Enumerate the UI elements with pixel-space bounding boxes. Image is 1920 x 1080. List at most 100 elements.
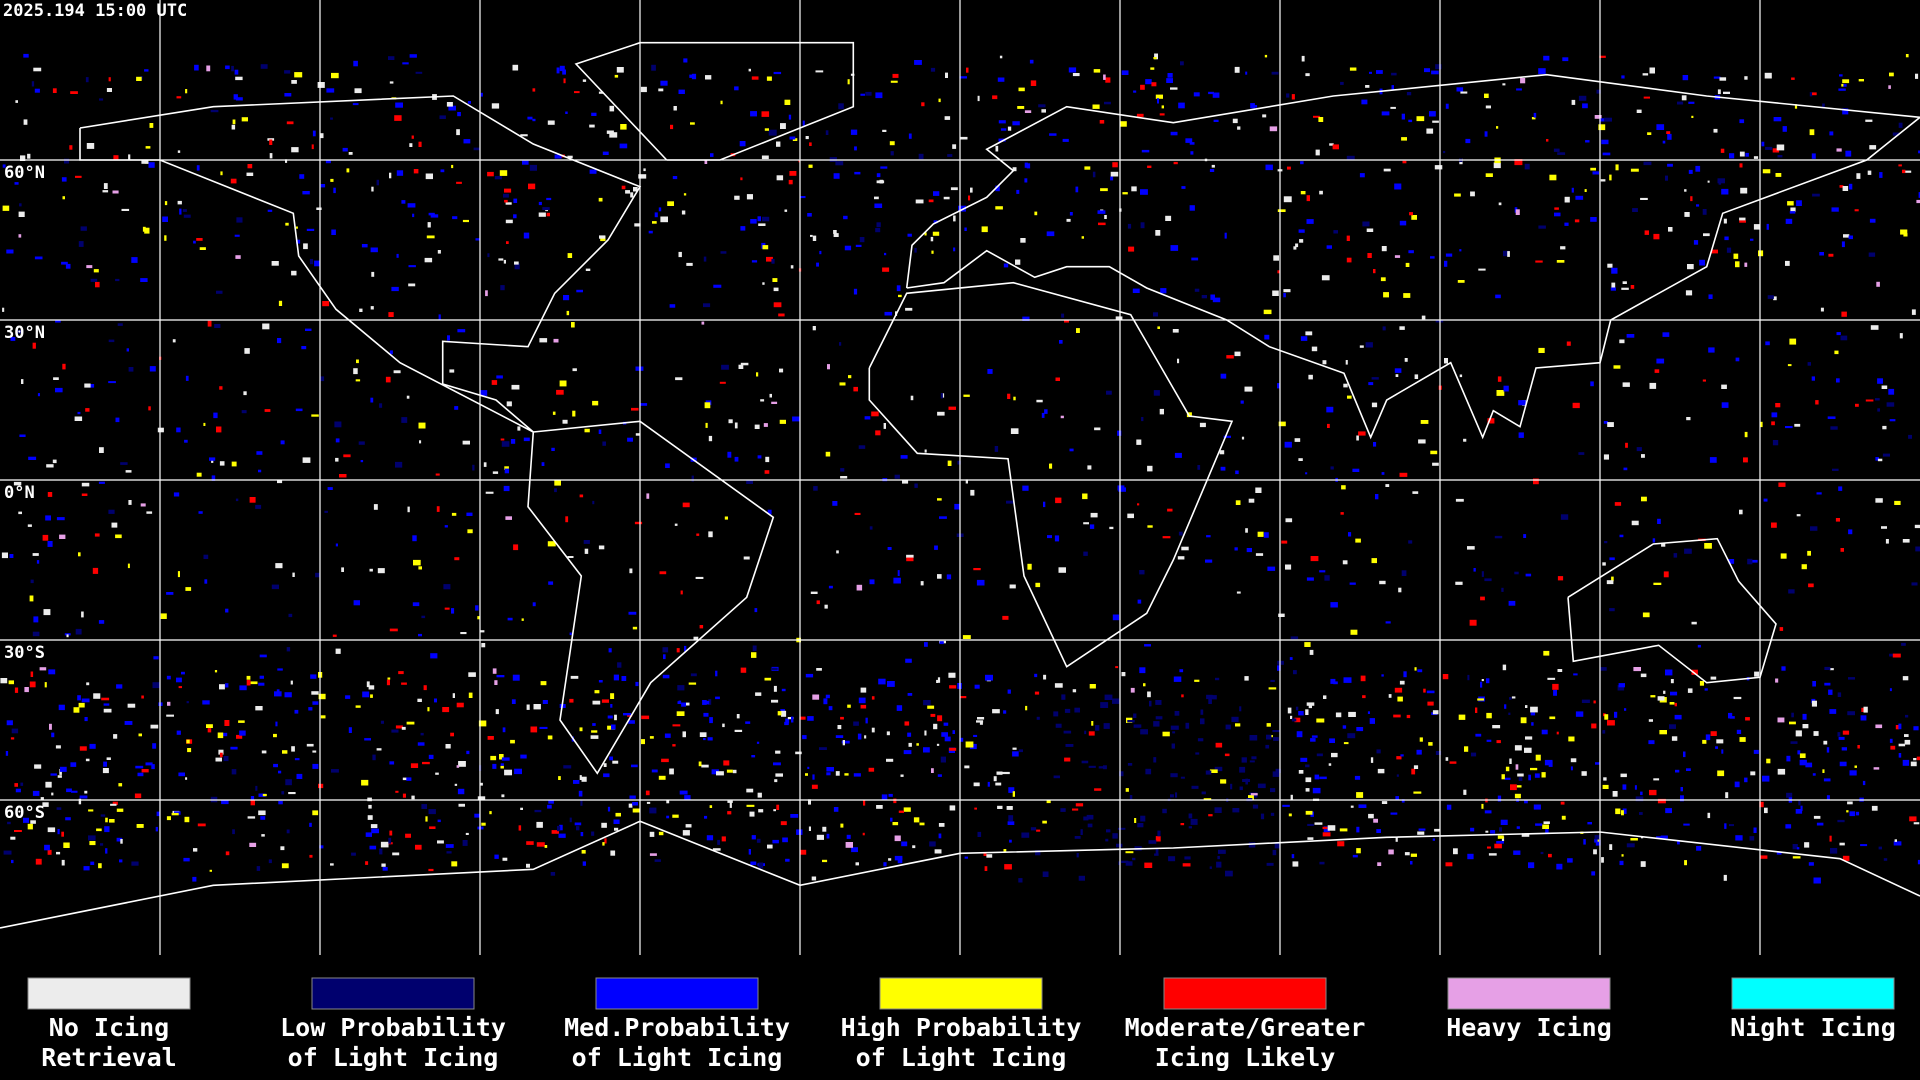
icing-pixel [166,714,174,717]
icing-pixel [1652,538,1656,543]
icing-pixel [456,765,460,768]
icing-pixel [23,817,29,823]
icing-pixel [1281,540,1288,544]
icing-pixel [1305,709,1309,715]
icing-pixel [1173,161,1178,165]
icing-pixel [1556,260,1565,263]
icing-pixel [365,861,369,865]
icing-pixel [332,634,337,637]
icing-pixel [1650,695,1656,698]
icing-pixel [1122,192,1128,195]
icing-pixel [1195,752,1200,755]
icing-pixel [553,338,559,343]
icing-pixel [1603,421,1608,424]
icing-pixel [762,216,770,222]
icing-pixel [448,105,456,111]
icing-pixel [898,294,902,298]
icing-pixel [20,155,26,161]
icing-pixel [1430,450,1438,455]
icing-pixel [565,111,568,114]
icing-pixel [1640,861,1646,867]
icing-pixel [1181,694,1184,698]
icing-pixel [822,826,827,832]
icing-pixel [1087,465,1092,470]
icing-pixel [914,483,918,488]
icing-pixel [24,687,29,693]
icing-pixel [202,700,210,705]
icing-pixel [291,746,295,752]
icing-pixel [574,822,582,826]
icing-pixel [769,393,772,398]
icing-pixel [206,724,213,728]
icing-pixel [855,244,862,247]
icing-pixel [1432,120,1439,123]
icing-pixel [1408,250,1414,254]
icing-pixel [562,419,568,424]
icing-pixel [1049,133,1057,136]
icing-pixel [352,103,359,106]
icing-pixel [1434,828,1440,832]
icing-pixel [1224,232,1227,239]
icing-pixel [483,462,487,467]
icing-pixel [18,234,22,238]
icing-pixel [1734,781,1740,788]
icing-pixel [1916,199,1920,204]
icing-pixel [11,728,19,734]
icing-pixel [1643,96,1650,99]
icing-pixel [570,675,579,679]
icing-pixel [365,832,372,837]
icing-pixel [353,368,358,375]
icing-pixel [1514,159,1523,166]
icing-pixel [1766,223,1769,230]
icing-pixel [29,595,34,602]
icing-pixel [1777,155,1783,158]
icing-pixel [761,111,770,117]
icing-pixel [1417,831,1425,835]
icing-pixel [1823,740,1828,745]
icing-pixel [406,395,410,399]
icing-pixel [412,602,420,607]
icing-pixel [402,793,406,798]
icing-pixel [811,784,818,789]
icing-pixel [367,815,373,820]
icing-pixel [385,376,391,383]
icing-pixel [0,678,8,684]
icing-pixel [411,795,415,800]
icing-pixel [335,648,341,654]
icing-pixel [1339,828,1348,832]
icing-pixel [359,308,363,312]
icing-pixel [1155,848,1159,854]
icing-pixel [1239,766,1246,773]
icing-pixel [1012,167,1017,172]
icing-pixel [462,440,470,445]
icing-pixel [1480,681,1483,688]
icing-pixel [939,641,944,645]
icing-pixel [743,556,750,560]
icing-pixel [649,736,654,739]
icing-pixel [1270,679,1275,682]
icing-pixel [1007,393,1011,399]
icing-pixel [249,842,257,847]
icing-pixel [1294,438,1301,442]
icing-pixel [176,730,181,735]
icing-pixel [669,768,674,775]
icing-pixel [1283,293,1286,298]
icing-pixel [1340,81,1344,85]
icing-pixel [853,773,861,777]
icing-pixel [1553,148,1560,152]
icing-pixel [1719,77,1727,81]
icing-pixel [712,848,721,851]
icing-pixel [728,419,733,424]
icing-pixel [547,735,553,740]
icing-pixel [1915,73,1919,79]
icing-pixel [10,836,16,840]
icing-pixel [937,411,945,416]
icing-pixel [20,782,24,786]
icing-pixel [1649,67,1655,74]
icing-pixel [1661,542,1666,547]
icing-pixel [1621,774,1624,777]
icing-pixel [1349,67,1357,71]
icing-pixel [860,687,867,693]
icing-pixel [1603,777,1607,781]
icing-pixel [80,226,87,231]
